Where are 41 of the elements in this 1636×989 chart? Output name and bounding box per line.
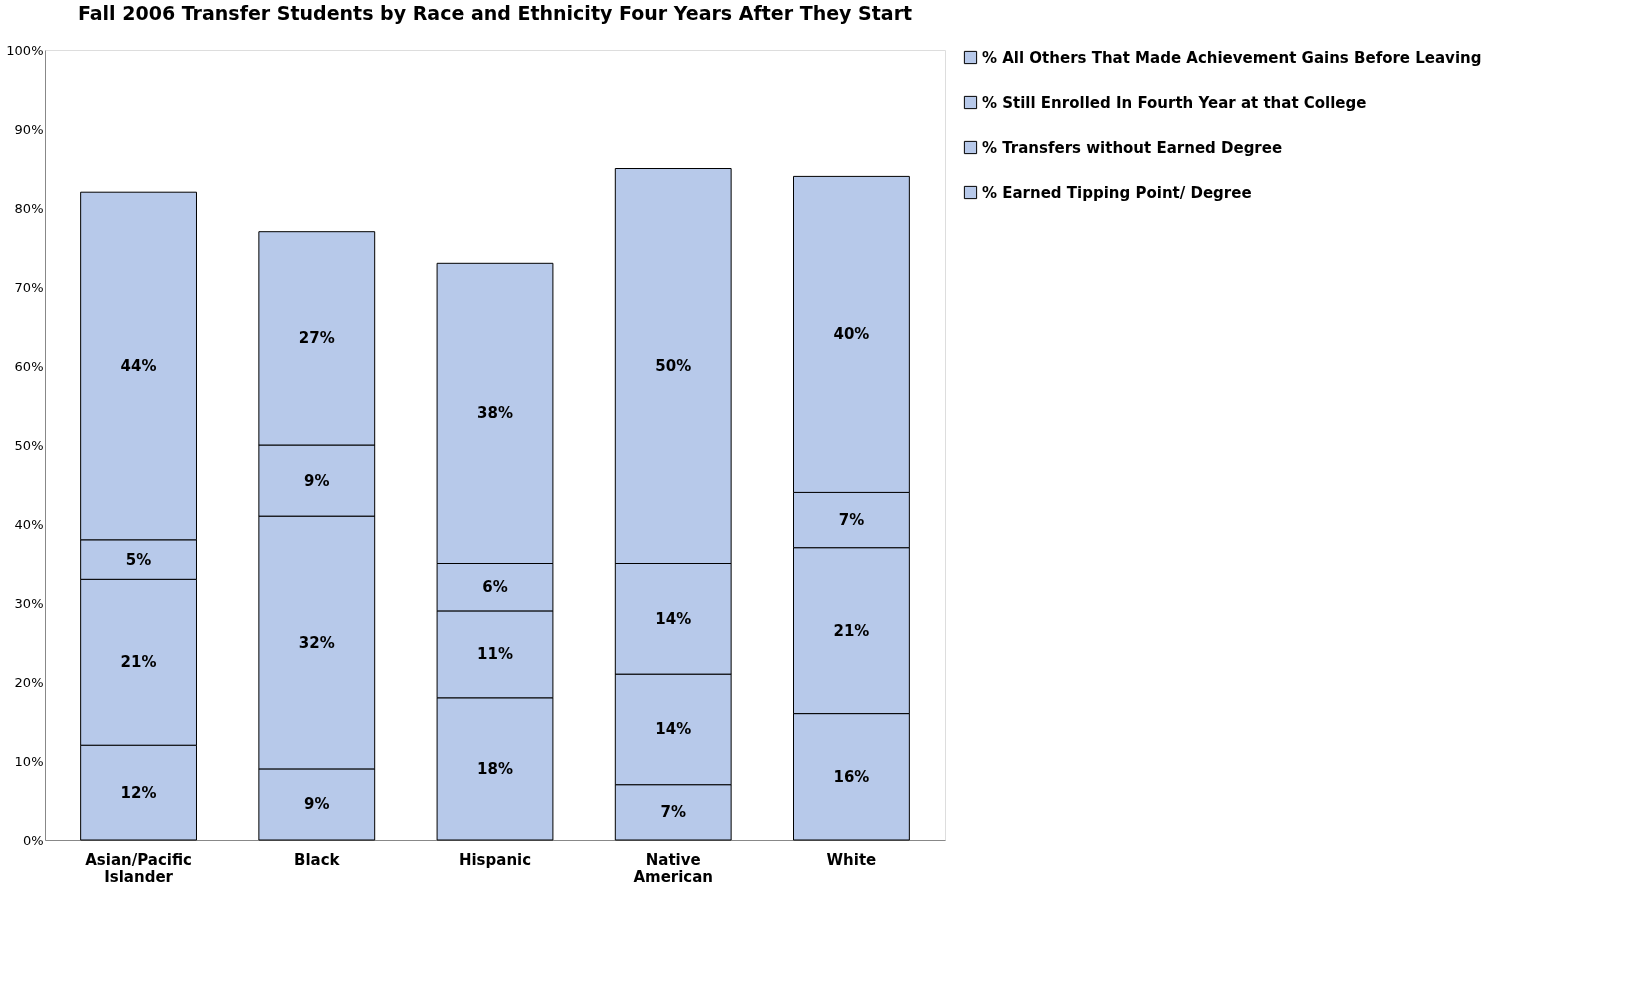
data-label: 6% [482, 578, 508, 597]
data-label: 16% [833, 767, 870, 786]
y-tick-label: 90% [14, 121, 44, 137]
y-tick-label: 30% [14, 595, 44, 611]
y-tick-label: 80% [14, 200, 44, 216]
y-tick-label: 100% [6, 42, 44, 58]
data-label: 9% [304, 471, 330, 490]
data-label: 9% [304, 795, 330, 814]
y-tick-label: 70% [14, 279, 44, 295]
data-label: 14% [655, 720, 692, 739]
data-label: 7% [660, 803, 686, 822]
x-tick-label: Hispanic [458, 850, 532, 869]
data-label: 5% [125, 550, 152, 569]
x-tick-label: White [826, 850, 877, 869]
x-tick-label: Native American [633, 850, 714, 886]
legend-label: % Earned Tipping Point/ Degree [982, 183, 1252, 202]
y-tick-label: 0% [22, 832, 44, 848]
x-tick-label: Black [293, 850, 341, 869]
data-label: 7% [838, 511, 865, 530]
y-tick-label: 40% [14, 516, 44, 532]
x-tick-label: Asian/Pacific Islander [85, 850, 192, 886]
data-label: 40% [833, 325, 870, 344]
y-tick-label: 50% [14, 437, 44, 453]
y-tick-label: 10% [14, 753, 44, 769]
y-tick-label: 60% [14, 358, 44, 374]
data-label: 21% [833, 621, 870, 640]
data-label: 50% [655, 357, 692, 375]
data-label: 27% [298, 329, 335, 348]
legend-label: % Still Enrolled In Fourth Year at that College [982, 93, 1367, 112]
data-label: 38% [477, 404, 513, 423]
data-label: 12% [120, 783, 157, 802]
data-label: 44% [120, 357, 157, 375]
legend-label: % Transfers without Earned Degree [982, 138, 1283, 157]
legend-label: % All Others That Made Achievement Gains Before Leaving [982, 48, 1482, 67]
data-label: 18% [477, 759, 513, 778]
data-label: 32% [298, 633, 335, 652]
y-tick-label: 20% [14, 674, 44, 690]
chart-title: Fall 2006 Transfer Students by Race and Ethnicity Four Years After They Start [77, 2, 913, 24]
data-label: 11% [477, 645, 513, 664]
data-label: 14% [655, 609, 692, 628]
data-label: 21% [120, 653, 157, 672]
